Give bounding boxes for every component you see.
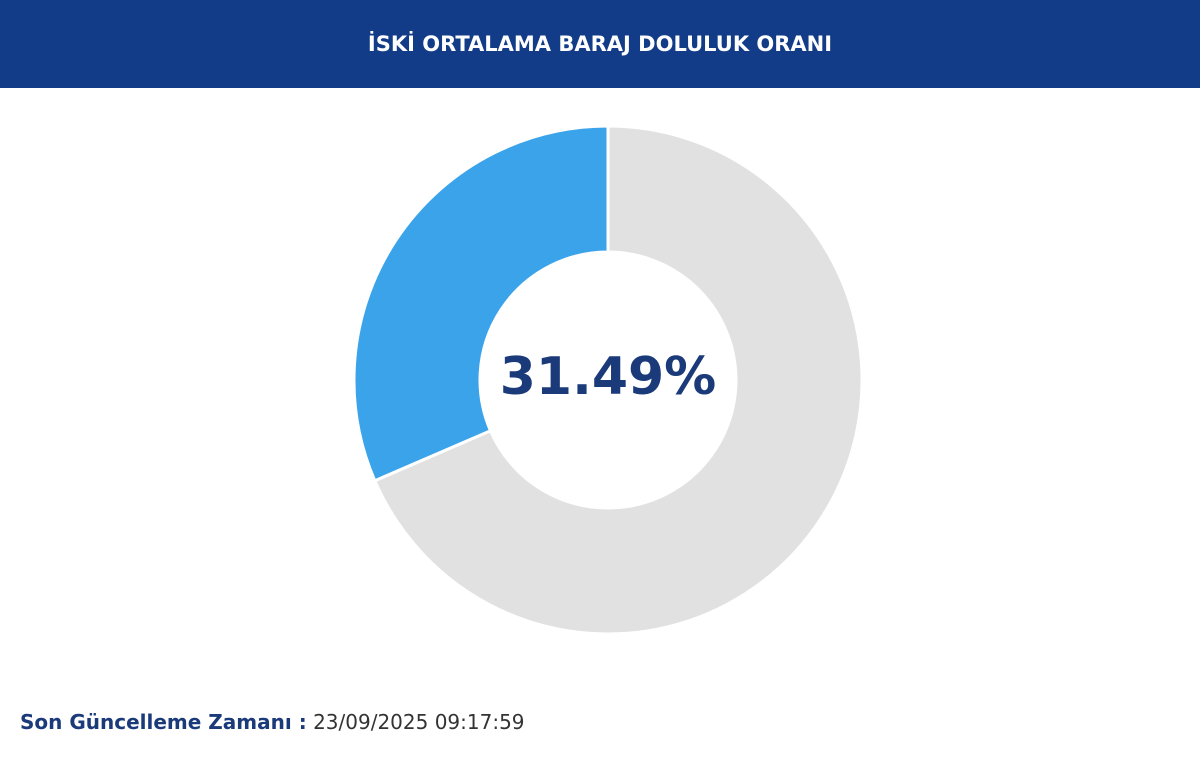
donut-segment bbox=[352, 124, 610, 483]
footer-label: Son Güncelleme Zamanı : bbox=[20, 710, 307, 734]
center-label: 31.49% bbox=[500, 347, 717, 407]
timestamp: 23/09/2025 09:17:59 bbox=[313, 710, 525, 734]
header: İSKİ ORTALAMA BARAJ DOLULUK ORANI bbox=[0, 0, 1200, 88]
footer: Son Güncelleme Zamanı : 23/09/2025 09:17… bbox=[20, 710, 525, 734]
donut-segment bbox=[372, 124, 864, 636]
chart-title: İSKİ ORTALAMA BARAJ DOLULUK ORANI bbox=[367, 32, 833, 56]
chart: 31.49% bbox=[352, 124, 864, 636]
